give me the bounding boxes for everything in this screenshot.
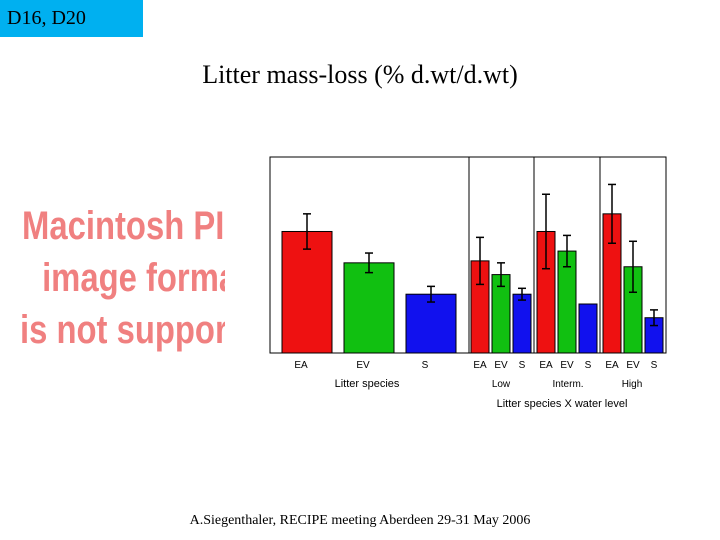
slide-tag: D16, D20 [0, 0, 143, 37]
low-group-label: Low [492, 379, 511, 390]
bar-ev-1 [343, 262, 395, 354]
x-axis-title: Litter species [335, 378, 400, 390]
x-tick-label: S [422, 360, 429, 371]
placeholder-line: is not supported [20, 308, 225, 352]
placeholder-line: image format [42, 256, 225, 300]
x-tick-label: EA [605, 360, 619, 371]
bar-s-2 [405, 293, 457, 354]
x-tick-label: EA [539, 360, 553, 371]
footer-credit: A.Siegenthaler, RECIPE meeting Aberdeen … [189, 513, 531, 528]
plot-frame [269, 156, 667, 354]
x-tick-label: EA [473, 360, 487, 371]
interm-group-label: Interm. [552, 379, 583, 390]
x-tick-label: S [585, 360, 592, 371]
x-tick-label: S [651, 360, 658, 371]
unsupported-image-placeholder: Macintosh PICT image format is not suppo… [20, 200, 225, 355]
placeholder-line: Macintosh PICT [22, 204, 225, 248]
x-tick-label: EV [356, 360, 370, 371]
high-group-label: High [622, 379, 643, 390]
x-tick-label: EV [560, 360, 574, 371]
bar-s-2 [512, 293, 532, 354]
x-tick-label: EV [494, 360, 508, 371]
x-axis-title: Litter species X water level [497, 398, 628, 410]
bar-s-5 [578, 303, 598, 354]
x-tick-label: EA [294, 360, 308, 371]
x-tick-label: EV [626, 360, 640, 371]
x-tick-label: S [519, 360, 526, 371]
slide-title: Litter mass-loss (% d.wt/d.wt) [202, 60, 518, 89]
